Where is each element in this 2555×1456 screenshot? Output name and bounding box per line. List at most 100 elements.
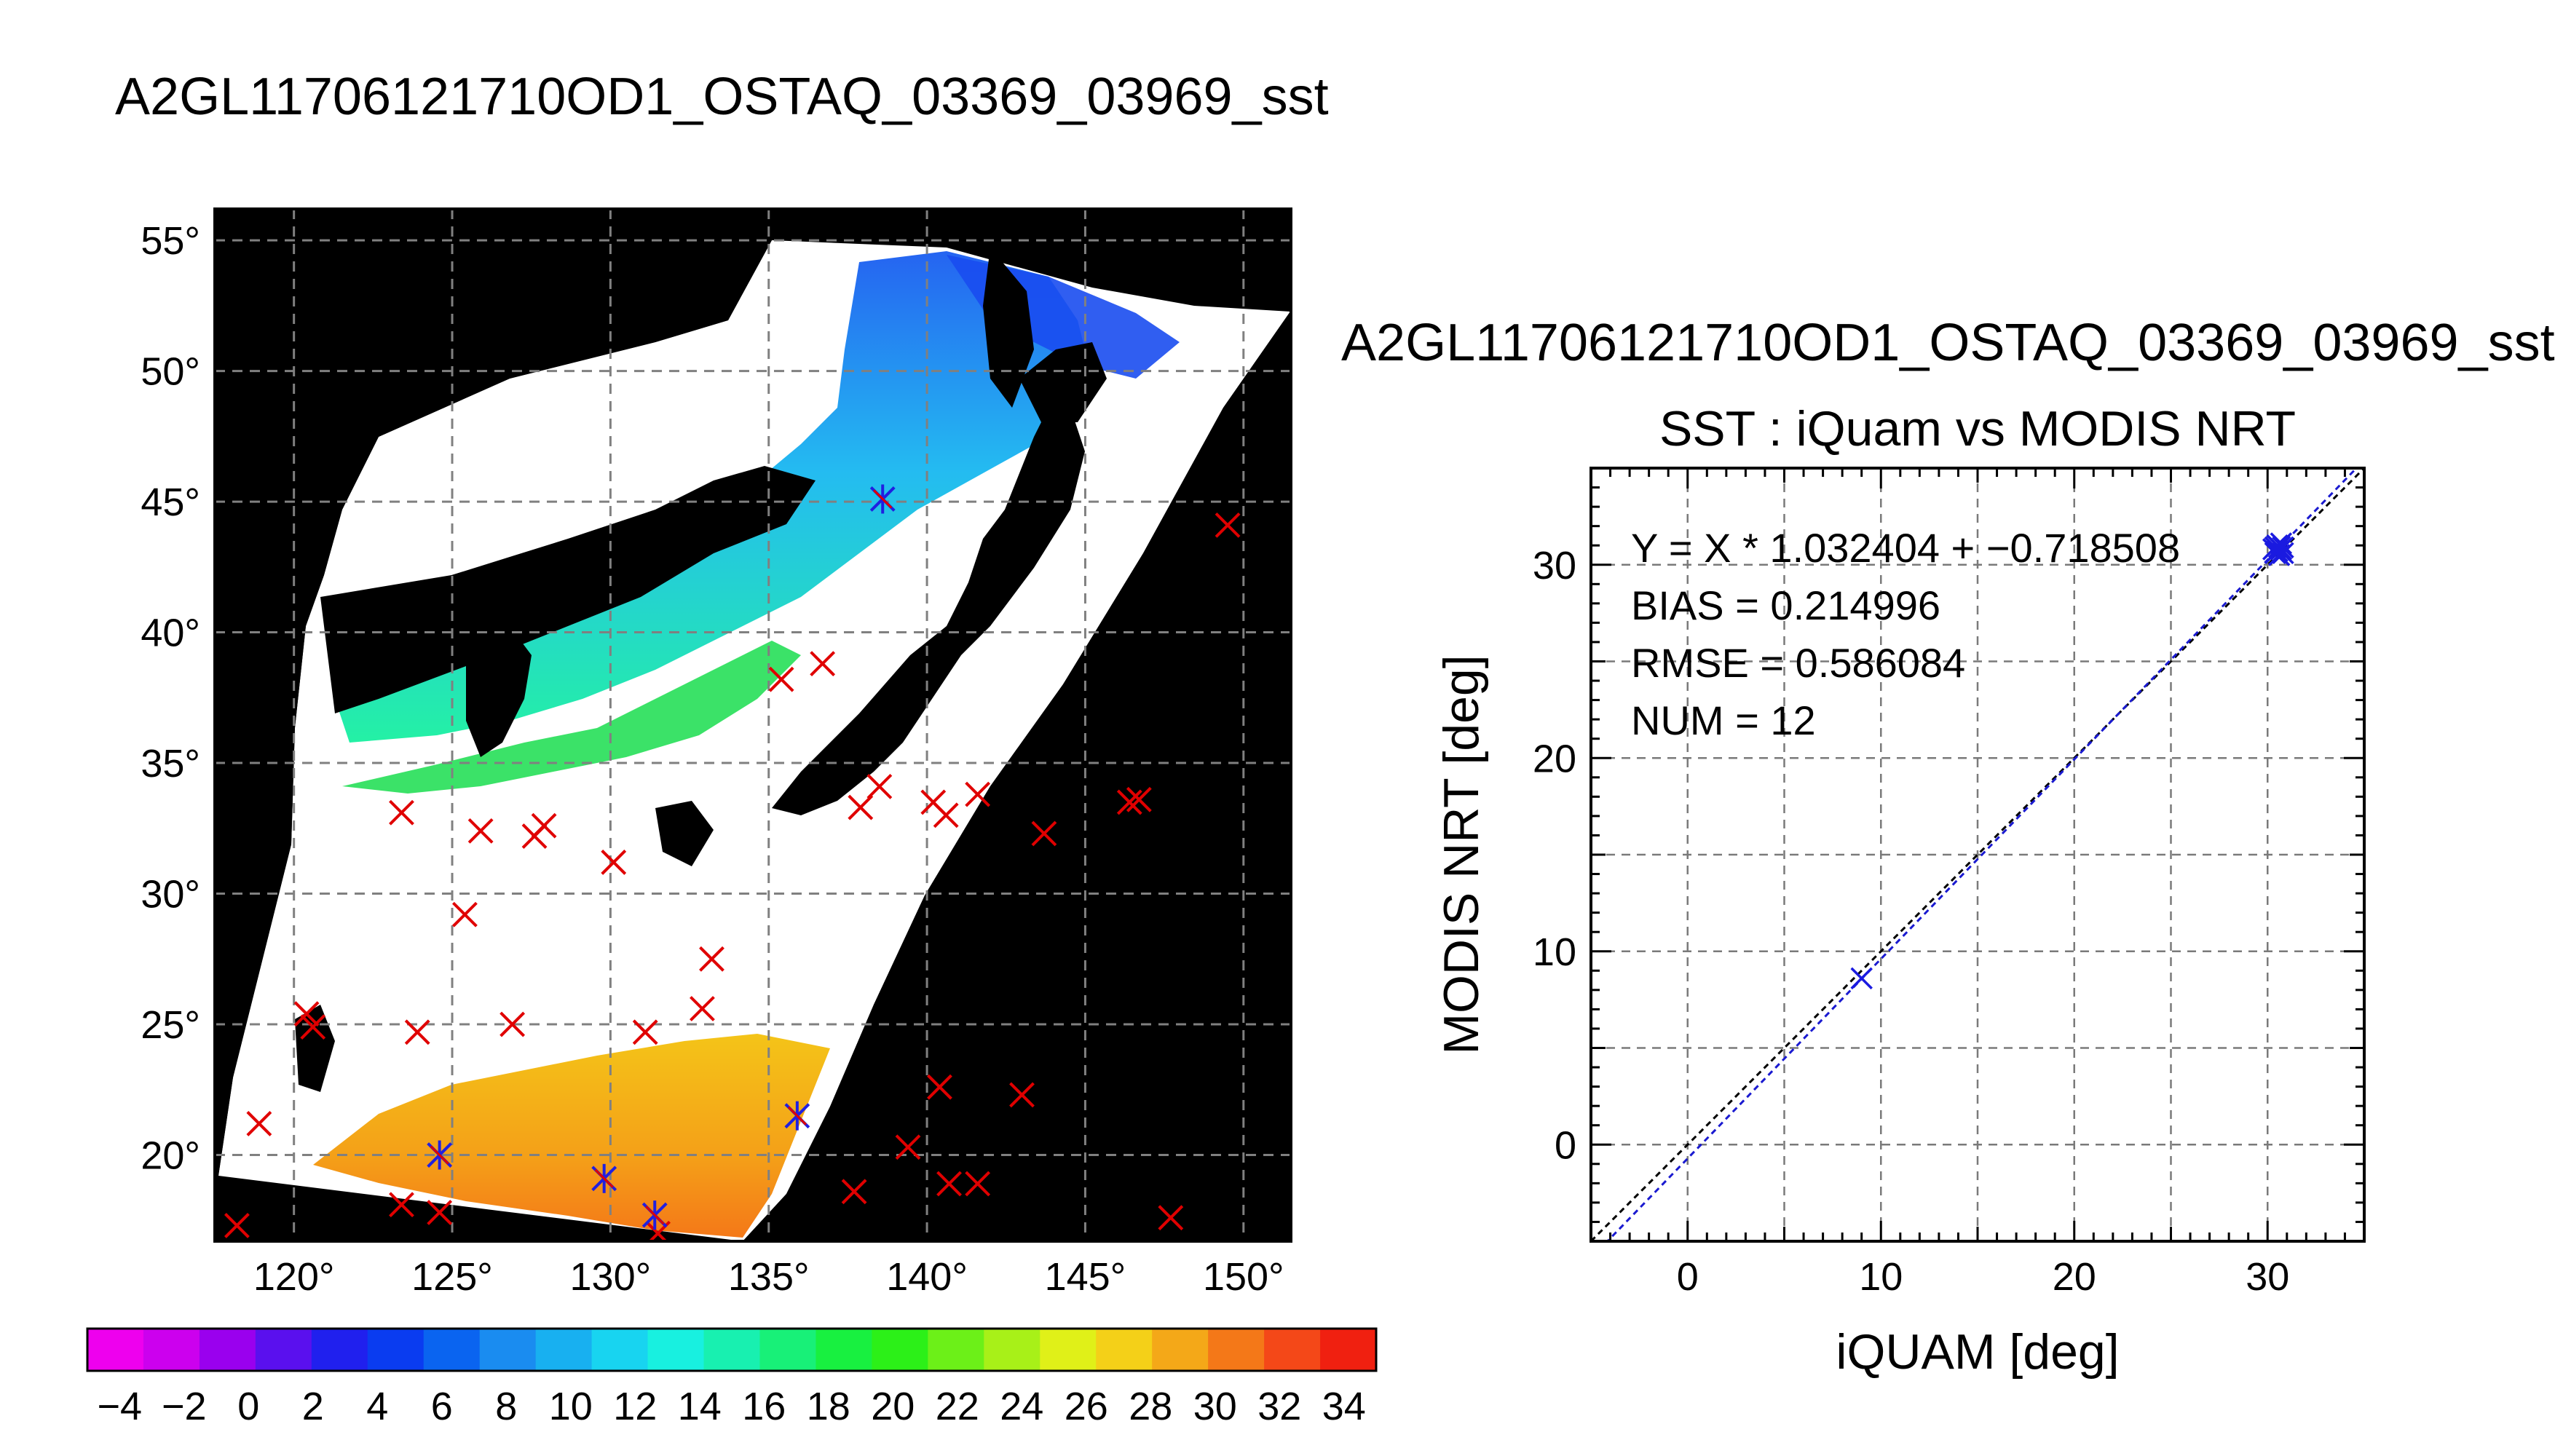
colorbar-cell bbox=[984, 1329, 1040, 1371]
y-axis-label: MODIS NRT [deg] bbox=[1434, 654, 1489, 1054]
regression-line bbox=[1606, 468, 2358, 1241]
map-title: A2GL11706121710OD1_OSTAQ_03369_03969_sst bbox=[115, 68, 1329, 126]
korea-landmass bbox=[466, 626, 532, 757]
matchup-marker-red bbox=[389, 799, 414, 826]
matchup-marker-red bbox=[1009, 1082, 1035, 1108]
colorbar-cell bbox=[1096, 1329, 1153, 1371]
colorbar-tick-label: 28 bbox=[1129, 1385, 1172, 1428]
map-lon-tick-label: 120° bbox=[253, 1255, 335, 1299]
map-lon-tick-label: 130° bbox=[570, 1255, 652, 1299]
matchup-marker-red bbox=[965, 781, 991, 807]
matchup-marker-red bbox=[300, 1014, 326, 1040]
matchup-marker-red bbox=[601, 850, 627, 875]
matchup-marker-red bbox=[1215, 512, 1241, 538]
warm-sst-region bbox=[313, 1034, 830, 1238]
scatter-ticks: 0 10 20 30 0 10 20 30 bbox=[1533, 467, 2366, 1299]
matchup-marker-red bbox=[768, 666, 794, 692]
matchup-marker-red bbox=[866, 773, 893, 799]
colorbar-cell bbox=[647, 1329, 705, 1371]
scatter-point bbox=[1850, 967, 1873, 990]
matchup-marker-red bbox=[927, 1074, 952, 1100]
colorbar-cell bbox=[1040, 1329, 1097, 1371]
colorbar-cell bbox=[423, 1329, 481, 1371]
colorbar-cell bbox=[1208, 1329, 1265, 1371]
colorbar-cell bbox=[1152, 1329, 1209, 1371]
colorbar-cell bbox=[87, 1329, 144, 1371]
colorbar-tick-label: 10 bbox=[549, 1385, 593, 1428]
colorbar-cell bbox=[703, 1329, 760, 1371]
matchup-marker-red-overlay bbox=[430, 1145, 449, 1165]
matchup-marker-red bbox=[848, 794, 874, 820]
matchup-marker-red bbox=[246, 1111, 272, 1136]
map-lat-tick-label: 30° bbox=[141, 873, 200, 917]
colorbar-tick-label: 2 bbox=[302, 1385, 324, 1428]
matchup-markers bbox=[224, 484, 1241, 1241]
map-lon-tick-label: 145° bbox=[1045, 1255, 1126, 1299]
colorbar-cell bbox=[199, 1329, 256, 1371]
map-lat-tick-label: 45° bbox=[141, 480, 200, 524]
map-lon-tick-label: 140° bbox=[886, 1255, 968, 1299]
scatter-plot: SST : iQuam vs MODIS NRT 0 10 20 300102030 … bbox=[1434, 401, 2366, 1380]
colorbar-cell bbox=[1264, 1329, 1321, 1371]
scatter-grid bbox=[1591, 468, 2364, 1241]
matchup-marker-red bbox=[531, 812, 557, 839]
colorbar-cell bbox=[928, 1329, 984, 1371]
matchup-marker-red-overlay bbox=[873, 489, 893, 509]
map-axis-ticks: 120° 125° 130° 135° 140° 145° 150° 55° 50° 45° 40°… bbox=[141, 219, 1284, 1299]
colorbar-tick-label: 30 bbox=[1193, 1385, 1237, 1428]
matchup-marker-red bbox=[499, 1011, 526, 1037]
matchup-marker-red bbox=[933, 802, 959, 828]
matchup-marker-red bbox=[632, 1019, 658, 1045]
matchup-marker-red bbox=[936, 1171, 962, 1197]
matchup-marker-red-overlay bbox=[787, 1106, 807, 1125]
map-lat-tick-label: 50° bbox=[141, 350, 200, 394]
colorbar-cell bbox=[143, 1329, 200, 1371]
colorbar-cell bbox=[367, 1329, 424, 1371]
colorbar-tick-label: 24 bbox=[1000, 1385, 1043, 1428]
colorbar-tick-label: 12 bbox=[613, 1385, 657, 1428]
map-lat-tick-label: 40° bbox=[141, 612, 200, 655]
matchup-marker-red bbox=[841, 1179, 867, 1205]
map-lat-tick-label: 35° bbox=[141, 742, 200, 786]
x-tick-label: 0 bbox=[1677, 1255, 1699, 1299]
map-lat-tick-label: 55° bbox=[141, 219, 200, 263]
map-grid bbox=[215, 209, 1291, 1241]
matchup-marker-red bbox=[895, 1134, 921, 1160]
matchup-marker-red bbox=[1116, 789, 1142, 815]
colorbar-cell bbox=[1320, 1329, 1377, 1371]
bias-text: BIAS = 0.214996 bbox=[1631, 582, 1940, 628]
y-tick-label: 10 bbox=[1533, 930, 1576, 974]
colorbar-tick-label: 20 bbox=[871, 1385, 915, 1428]
matchup-marker-red bbox=[965, 1171, 991, 1197]
map-lon-tick-label: 150° bbox=[1203, 1255, 1284, 1299]
colorbar: −4 −2 0 2 4 6 8 10 12 14 16 18 20 22 24 26 28 30 32 34 bbox=[86, 1327, 1378, 1428]
scatter-point bbox=[2272, 536, 2294, 559]
x-tick-label: 30 bbox=[2246, 1255, 2289, 1299]
matchup-marker-red bbox=[404, 1019, 430, 1045]
y-tick-label: 20 bbox=[1533, 737, 1576, 780]
sakhalin bbox=[983, 248, 1034, 408]
colorbar-tick-label: 8 bbox=[495, 1385, 517, 1428]
matchup-marker-red bbox=[1031, 820, 1057, 847]
matchup-marker-red bbox=[293, 1001, 320, 1027]
matchup-marker-red-overlay bbox=[645, 1206, 665, 1225]
matchup-marker-red bbox=[224, 1213, 250, 1238]
matchup-marker-red bbox=[389, 1192, 414, 1218]
map-lat-tick-label: 20° bbox=[141, 1134, 200, 1178]
colorbar-cell bbox=[872, 1329, 928, 1371]
sst-map: 120° 125° 130° 135° 140° 145° 150° 55° 50° 45° 40°… bbox=[141, 207, 1292, 1299]
matchup-marker-red bbox=[810, 651, 836, 677]
off-swath-east bbox=[743, 312, 1290, 1241]
map-frame bbox=[213, 207, 1292, 1243]
fit-equation: Y = X * 1.032404 + −0.718508 bbox=[1631, 525, 2180, 571]
colorbar-tick-label: 14 bbox=[678, 1385, 722, 1428]
colorbar-tick-label: −4 bbox=[97, 1385, 142, 1428]
colorbar-tick-label: 4 bbox=[366, 1385, 388, 1428]
scatter-point bbox=[2270, 532, 2293, 555]
map-lon-tick-label: 135° bbox=[728, 1255, 810, 1299]
fit-lines bbox=[1591, 468, 2364, 1241]
scatter-point bbox=[2267, 536, 2291, 559]
colorbar-cell bbox=[535, 1329, 593, 1371]
matchup-marker-red bbox=[690, 996, 715, 1021]
